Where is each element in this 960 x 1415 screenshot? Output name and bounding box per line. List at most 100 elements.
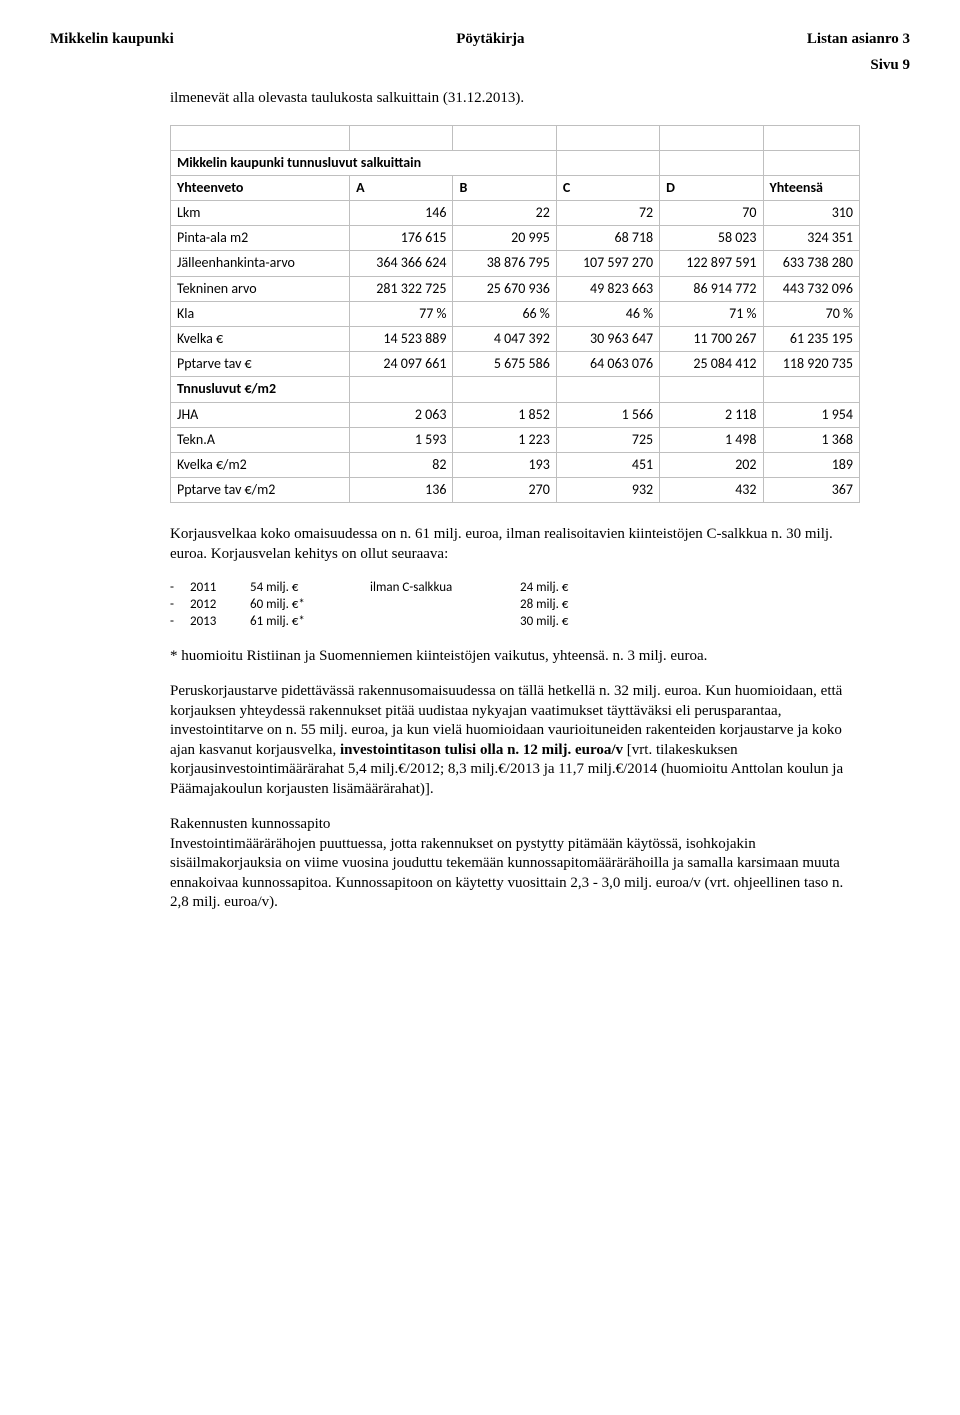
table-col-header: A bbox=[350, 175, 453, 200]
para3-body: Investointimäärärähojen puuttuessa, jott… bbox=[170, 836, 843, 911]
table-row-label: Kla bbox=[171, 301, 350, 326]
table-cell: 1 223 bbox=[453, 427, 556, 452]
table-row-label: Kvelka € bbox=[171, 327, 350, 352]
table-cell: 324 351 bbox=[763, 226, 860, 251]
table-cell: 4 047 392 bbox=[453, 327, 556, 352]
kehitys-year: 2011 bbox=[190, 580, 250, 597]
table-cell: 146 bbox=[350, 201, 453, 226]
table-cell: 68 718 bbox=[556, 226, 659, 251]
table-cell: 443 732 096 bbox=[763, 276, 860, 301]
table-cell: 1 954 bbox=[763, 402, 860, 427]
table-cell: 11 700 267 bbox=[660, 327, 763, 352]
table-cell: 64 063 076 bbox=[556, 352, 659, 377]
table-cell: 633 738 280 bbox=[763, 251, 860, 276]
kehitys-value: 61 milj. €* bbox=[250, 614, 370, 631]
table-cell: 189 bbox=[763, 452, 860, 477]
table-row-label: Pinta-ala m2 bbox=[171, 226, 350, 251]
table-cell: 70 bbox=[660, 201, 763, 226]
table-cell: 725 bbox=[556, 427, 659, 452]
kehitys-note bbox=[370, 597, 520, 614]
table-row-label: Jälleenhankinta-arvo bbox=[171, 251, 350, 276]
table-cell: 25 670 936 bbox=[453, 276, 556, 301]
summary-table-container: Mikkelin kaupunki tunnusluvut salkuittai… bbox=[170, 125, 860, 504]
document-header: Mikkelin kaupunki Pöytäkirja Listan asia… bbox=[50, 30, 910, 50]
table-row: Kla77 %66 %46 %71 %70 % bbox=[171, 301, 860, 326]
table-cell: 20 995 bbox=[453, 226, 556, 251]
kunnossapito-para: Rakennusten kunnossapito Investointimäär… bbox=[170, 815, 860, 913]
table-row: Pinta-ala m2176 61520 99568 71858 023324… bbox=[171, 226, 860, 251]
kehitys-row: -201154 milj. €ilman C-salkkua24 milj. € bbox=[170, 580, 860, 597]
table-cell: 70 % bbox=[763, 301, 860, 326]
kehitys-year: 2013 bbox=[190, 614, 250, 631]
table-cell: 1 593 bbox=[350, 427, 453, 452]
table-cell: 38 876 795 bbox=[453, 251, 556, 276]
header-left: Mikkelin kaupunki bbox=[50, 30, 174, 50]
intro-text: ilmenevät alla olevasta taulukosta salku… bbox=[170, 89, 860, 109]
table-cell: 451 bbox=[556, 452, 659, 477]
table-cell: 176 615 bbox=[350, 226, 453, 251]
table-row-label: Pptarve tav €/m2 bbox=[171, 478, 350, 503]
table-row: Pptarve tav €24 097 6615 675 58664 063 0… bbox=[171, 352, 860, 377]
table-row: Kvelka €14 523 8894 047 39230 963 64711 … bbox=[171, 327, 860, 352]
table-row-label: Lkm bbox=[171, 201, 350, 226]
table-cell: 24 097 661 bbox=[350, 352, 453, 377]
table-cell: 136 bbox=[350, 478, 453, 503]
para3-title: Rakennusten kunnossapito bbox=[170, 816, 330, 832]
table-row-label: Kvelka €/m2 bbox=[171, 452, 350, 477]
table-row: Tekn.A1 5931 2237251 4981 368 bbox=[171, 427, 860, 452]
table-cell: 30 963 647 bbox=[556, 327, 659, 352]
table-cell: 66 % bbox=[453, 301, 556, 326]
table-col-header: Yhteenveto bbox=[171, 175, 350, 200]
table-cell: 58 023 bbox=[660, 226, 763, 251]
table-col-header: B bbox=[453, 175, 556, 200]
para2-bold: investointitason tulisi olla n. 12 milj.… bbox=[340, 742, 623, 758]
kehitys-row: -201260 milj. €*28 milj. € bbox=[170, 597, 860, 614]
table-cell: 932 bbox=[556, 478, 659, 503]
table-row: JHA2 0631 8521 5662 1181 954 bbox=[171, 402, 860, 427]
table-row-label: Tekninen arvo bbox=[171, 276, 350, 301]
kehitys-amount: 28 milj. € bbox=[520, 597, 620, 614]
table-row: Jälleenhankinta-arvo364 366 62438 876 79… bbox=[171, 251, 860, 276]
kehitys-dash: - bbox=[170, 614, 190, 631]
table-row: Lkm146227270310 bbox=[171, 201, 860, 226]
table-row: Kvelka €/m282193451202189 bbox=[171, 452, 860, 477]
kehitys-value: 54 milj. € bbox=[250, 580, 370, 597]
korjausvelka-intro: Korjausvelkaa koko omaisuudessa on n. 61… bbox=[170, 525, 860, 564]
table-cell: 77 % bbox=[350, 301, 453, 326]
table-title: Mikkelin kaupunki tunnusluvut salkuittai… bbox=[171, 150, 557, 175]
table-cell: 1 368 bbox=[763, 427, 860, 452]
table-cell: 2 063 bbox=[350, 402, 453, 427]
kehitys-list: -201154 milj. €ilman C-salkkua24 milj. €… bbox=[170, 580, 860, 631]
table-cell: 281 322 725 bbox=[350, 276, 453, 301]
table-cell: 193 bbox=[453, 452, 556, 477]
kehitys-note: ilman C-salkkua bbox=[370, 580, 520, 597]
table-cell: 71 % bbox=[660, 301, 763, 326]
table-cell: 367 bbox=[763, 478, 860, 503]
kehitys-dash: - bbox=[170, 580, 190, 597]
peruskorjaustarve-para: Peruskorjaustarve pidettävässä rakennuso… bbox=[170, 682, 860, 799]
table-cell: 364 366 624 bbox=[350, 251, 453, 276]
table-cell: 22 bbox=[453, 201, 556, 226]
page-number: Sivu 9 bbox=[50, 56, 910, 76]
kehitys-year: 2012 bbox=[190, 597, 250, 614]
table-cell: 72 bbox=[556, 201, 659, 226]
document-body: ilmenevät alla olevasta taulukosta salku… bbox=[170, 89, 860, 913]
kehitys-amount: 24 milj. € bbox=[520, 580, 620, 597]
table-cell: 61 235 195 bbox=[763, 327, 860, 352]
table-col-header: Yhteensä bbox=[763, 175, 860, 200]
kehitys-amount: 30 milj. € bbox=[520, 614, 620, 631]
table-cell: 1 566 bbox=[556, 402, 659, 427]
header-center: Pöytäkirja bbox=[456, 30, 524, 50]
summary-table: Mikkelin kaupunki tunnusluvut salkuittai… bbox=[170, 125, 860, 504]
table-cell: 86 914 772 bbox=[660, 276, 763, 301]
kehitys-note bbox=[370, 614, 520, 631]
table-cell: 432 bbox=[660, 478, 763, 503]
table-cell: 310 bbox=[763, 201, 860, 226]
table-cell: 1 498 bbox=[660, 427, 763, 452]
table-cell: 5 675 586 bbox=[453, 352, 556, 377]
table-col-header: C bbox=[556, 175, 659, 200]
table-cell: 14 523 889 bbox=[350, 327, 453, 352]
table-cell: 107 597 270 bbox=[556, 251, 659, 276]
table-col-header: D bbox=[660, 175, 763, 200]
table-cell: 25 084 412 bbox=[660, 352, 763, 377]
